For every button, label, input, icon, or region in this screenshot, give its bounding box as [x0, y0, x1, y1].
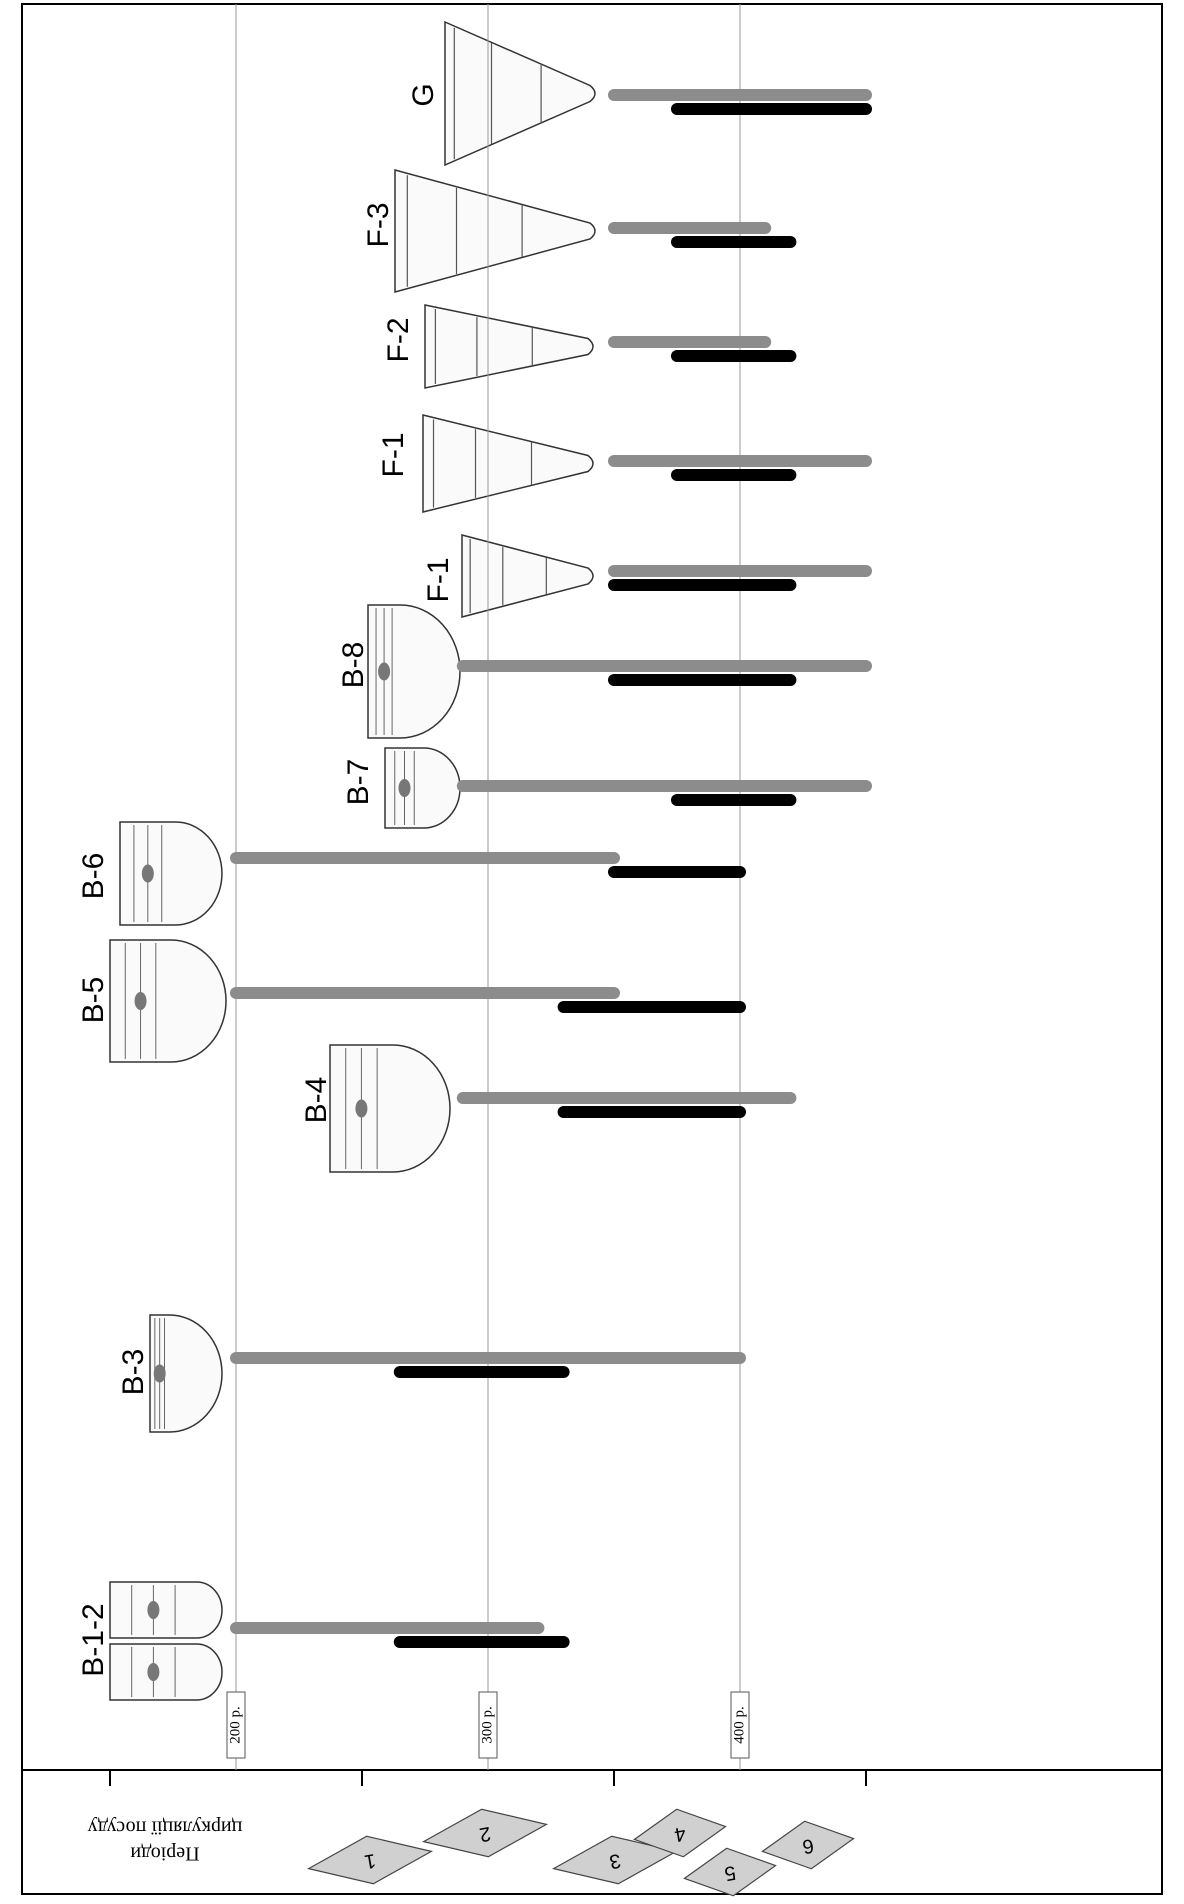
category-label: F-3 — [362, 203, 395, 248]
frame — [21, 3, 1163, 1895]
tick-label-box — [478, 1691, 498, 1759]
vessel-ornament — [378, 662, 391, 681]
vessel-ornament — [141, 864, 154, 883]
period-diamond — [761, 1820, 855, 1870]
period-diamond — [683, 1847, 777, 1897]
vessel-drawings — [109, 20, 596, 1701]
vessel-outline — [384, 747, 461, 829]
period-label: 1 — [363, 1849, 378, 1873]
vessel-ornament — [147, 1601, 160, 1619]
vessel-outline — [394, 169, 596, 293]
category-label: G — [407, 83, 440, 106]
vessel-ornament — [134, 992, 147, 1010]
vessel-outline — [424, 304, 594, 389]
vessel-ornament — [147, 1663, 160, 1681]
vessel-outline — [149, 1314, 223, 1433]
period-diamond — [306, 1835, 434, 1885]
period-label: 2 — [478, 1822, 493, 1846]
periods-title: Періоди — [130, 1842, 199, 1864]
category-label: F-2 — [382, 318, 415, 363]
x-tick-label: 300 р. — [479, 1706, 495, 1744]
category-label: F-1 — [377, 433, 410, 478]
vessel-ornament — [398, 779, 411, 797]
vessel-ornament — [355, 1099, 368, 1118]
x-tick-label: 200 р. — [227, 1706, 243, 1744]
vessel-outline — [109, 939, 227, 1063]
period-label: 4 — [673, 1822, 688, 1846]
periods-title: циркуляції посуду — [88, 1816, 243, 1838]
tick-label-box — [226, 1691, 246, 1759]
category-label: B-4 — [300, 1077, 333, 1124]
vessel-outline — [422, 414, 594, 513]
vessel-ornament — [153, 1364, 166, 1383]
vessel-outline — [119, 821, 223, 926]
period-label: 3 — [608, 1849, 623, 1873]
period-diamond — [421, 1808, 549, 1858]
vessel-outline — [109, 1643, 223, 1701]
vessel-outline — [329, 1044, 451, 1173]
period-label: 5 — [723, 1861, 738, 1885]
x-tick-label: 400 р. — [731, 1706, 747, 1744]
category-label: B-5 — [77, 977, 110, 1024]
vessel-outline — [109, 1581, 223, 1639]
category-label: F-1 — [422, 558, 455, 603]
period-label: 6 — [801, 1834, 816, 1858]
vessel-outline — [444, 20, 596, 167]
category-label: B-6 — [77, 853, 110, 900]
vessel-outline — [461, 534, 594, 618]
category-label: B-1-2 — [77, 1603, 110, 1676]
category-label: B-3 — [117, 1349, 150, 1396]
category-label: B-8 — [337, 642, 370, 689]
vessel-outline — [367, 604, 461, 739]
tick-label-box — [730, 1691, 750, 1759]
period-diamond — [633, 1808, 727, 1858]
category-label: B-7 — [342, 759, 375, 806]
